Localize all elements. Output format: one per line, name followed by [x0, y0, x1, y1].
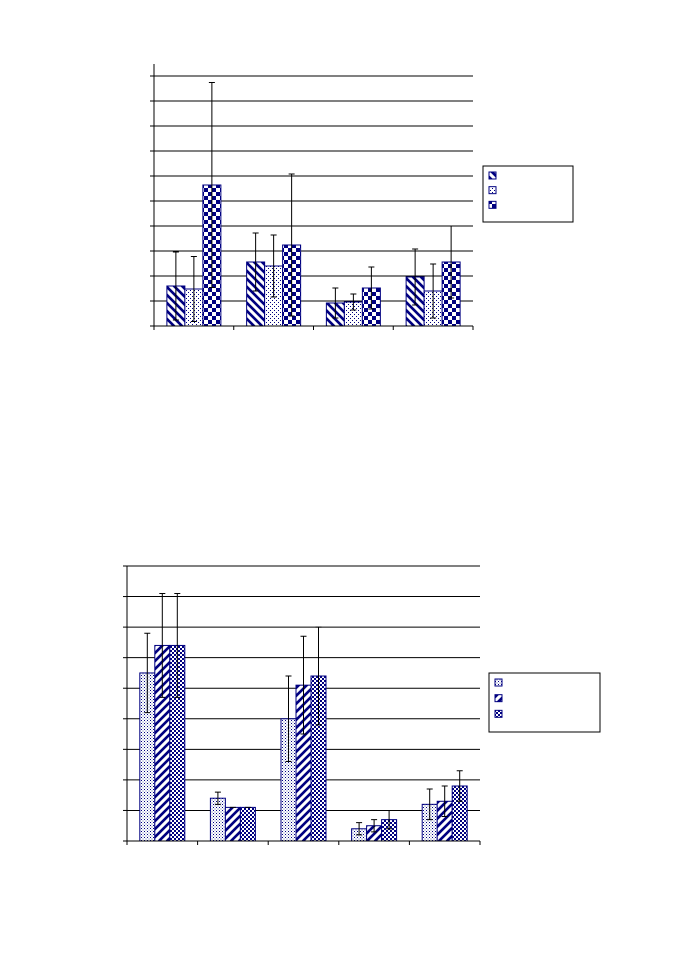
error-bar	[300, 635, 307, 735]
error-bar	[368, 266, 375, 310]
error-bar	[456, 770, 463, 802]
legend-swatch	[488, 200, 497, 209]
error-bar	[174, 593, 181, 698]
error-bar	[448, 225, 455, 299]
error-bar	[252, 232, 259, 292]
error-bar	[426, 788, 433, 821]
error-bar	[172, 251, 179, 321]
error-bar	[371, 819, 378, 833]
error-bar	[412, 248, 419, 306]
error-bar	[386, 809, 393, 830]
legend-box	[488, 672, 601, 733]
legend-swatch	[488, 171, 497, 180]
bar	[239, 806, 256, 842]
legend-swatch	[494, 694, 503, 703]
error-bar	[214, 791, 221, 805]
error-bar	[350, 293, 357, 311]
error-bar	[208, 82, 215, 288]
legend-swatch	[494, 709, 503, 718]
bar	[224, 806, 241, 842]
error-bar	[430, 263, 437, 319]
error-bar	[332, 287, 339, 319]
error-bar	[288, 173, 295, 317]
error-bar	[270, 234, 277, 298]
error-bar	[190, 256, 197, 322]
legend-swatch	[494, 678, 503, 687]
error-bar	[315, 626, 322, 726]
error-bar	[441, 785, 448, 818]
error-bar	[159, 593, 166, 698]
legend-swatch	[488, 186, 497, 195]
legend-box	[482, 165, 574, 223]
error-bar	[144, 632, 151, 714]
error-bar	[285, 675, 292, 763]
error-bar	[356, 822, 363, 836]
